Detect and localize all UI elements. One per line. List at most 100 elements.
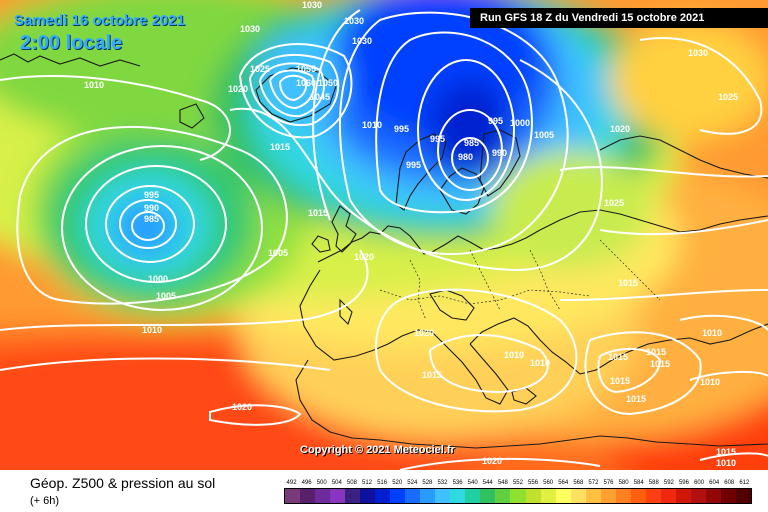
- isobar-label: 995: [406, 160, 421, 170]
- scale-swatch: [735, 489, 751, 503]
- scale-swatch: [615, 489, 631, 503]
- scale-label: 544: [482, 480, 493, 486]
- scale-swatch: [540, 489, 556, 503]
- scale-swatch: [360, 489, 376, 503]
- isobar-label: 1030: [240, 24, 260, 34]
- scale-colors: [284, 488, 752, 504]
- isobar-label: 990: [144, 203, 159, 213]
- scale-swatch: [585, 489, 601, 503]
- scale-label: 512: [362, 480, 373, 486]
- scale-label: 536: [452, 480, 463, 486]
- isobar-label: 1005: [534, 130, 554, 140]
- scale-label: 572: [588, 480, 599, 486]
- scale-label: 612: [739, 480, 750, 486]
- scale-label: 496: [301, 480, 312, 486]
- isobar-label: 995: [430, 134, 445, 144]
- scale-label: 508: [346, 480, 357, 486]
- scale-swatch: [525, 489, 541, 503]
- isobar-label: 1025: [250, 64, 270, 74]
- weather-map: 1030 1030 1030 1030 1010 1020 1025 1055 1060 1050…: [0, 0, 768, 470]
- scale-label: 516: [377, 480, 388, 486]
- isobar-label: 1005: [156, 291, 176, 301]
- map-canvas: 1030 1030 1030 1030 1010 1020 1025 1055 1060 1050…: [0, 0, 768, 470]
- scale-swatch: [630, 489, 646, 503]
- legend-footer: Géop. Z500 & pression au sol (+ 6h) 492 4…: [0, 470, 768, 512]
- isobar-label: 1020: [414, 328, 434, 338]
- isobar-label: 1010: [362, 120, 382, 130]
- scale-swatch: [375, 489, 391, 503]
- isobar-label: 980: [458, 152, 473, 162]
- isobar-label: 985: [144, 214, 159, 224]
- isobar-label: 1045: [310, 92, 330, 102]
- scale-label: 596: [678, 480, 689, 486]
- isobar-label: 1025: [718, 92, 738, 102]
- isobar-label: 1030: [688, 48, 708, 58]
- map-subtitle: (+ 6h): [30, 495, 60, 507]
- isobar-label: 1010: [142, 325, 162, 335]
- isobar-label: 1060: [296, 78, 316, 88]
- model-run-label: Run GFS 18 Z du Vendredi 15 octobre 2021: [470, 8, 768, 28]
- isobar-label: 1055: [296, 64, 316, 74]
- scale-swatch: [420, 489, 436, 503]
- scale-label: 524: [407, 480, 418, 486]
- scale-label: 540: [467, 480, 478, 486]
- isobar-label: 995: [144, 190, 159, 200]
- scale-swatch: [450, 489, 466, 503]
- scale-label: 520: [392, 480, 403, 486]
- isobar-label: 1015: [308, 208, 328, 218]
- scale-swatch: [345, 489, 361, 503]
- isobar-label: 1015: [422, 370, 442, 380]
- scale-swatch: [285, 489, 301, 503]
- scale-swatch: [660, 489, 676, 503]
- isobar-label: 1015: [650, 359, 670, 369]
- isobar-label: 1030: [344, 16, 364, 26]
- scale-label: 568: [573, 480, 584, 486]
- scale-swatch: [405, 489, 421, 503]
- scale-swatch: [690, 489, 706, 503]
- isobar-labels: 1030 1030 1030 1030 1010 1020 1025 1055 1060 1050…: [84, 0, 738, 468]
- isobar-label: 1010: [84, 80, 104, 90]
- isobar-label: 1015: [626, 394, 646, 404]
- isobar-label: 1010: [530, 358, 550, 368]
- isobar-label: 1020: [482, 456, 502, 466]
- isobar-label: 1020: [232, 402, 252, 412]
- scale-swatch: [300, 489, 316, 503]
- scale-label: 556: [528, 480, 539, 486]
- scale-swatch: [315, 489, 331, 503]
- isobar-label: 1015: [270, 142, 290, 152]
- scale-label: 588: [648, 480, 659, 486]
- scale-label: 532: [437, 480, 448, 486]
- scale-swatch: [480, 489, 496, 503]
- isobar-label: 1015: [716, 447, 736, 457]
- color-scale: 492 496 500 504 508 512 516 520 524 528 532 536 540 5…: [284, 478, 752, 506]
- scale-label: 576: [603, 480, 614, 486]
- isobar-label: 1000: [510, 118, 530, 128]
- scale-label: 528: [422, 480, 433, 486]
- isobar-label: 1030: [302, 0, 322, 10]
- isobar-label: 1015: [618, 278, 638, 288]
- map-title: Géop. Z500 & pression au sol: [30, 475, 216, 491]
- isobar-lines: [0, 9, 768, 470]
- scale-label: 552: [512, 480, 523, 486]
- scale-label: 604: [709, 480, 720, 486]
- isobar-label: 1025: [604, 198, 624, 208]
- scale-label: 608: [724, 480, 735, 486]
- scale-swatch: [495, 489, 511, 503]
- isobar-label: 1005: [268, 248, 288, 258]
- isobar-label: 1020: [354, 252, 374, 262]
- geopotential-field: [0, 0, 768, 470]
- scale-label: 548: [497, 480, 508, 486]
- isobar-label: 1010: [700, 377, 720, 387]
- scale-swatch: [390, 489, 406, 503]
- borders: [379, 239, 661, 321]
- isobar-label: 1000: [148, 274, 168, 284]
- scale-label: 564: [558, 480, 569, 486]
- scale-labels: 492 496 500 504 508 512 516 520 524 528 532 536 540 5…: [284, 478, 752, 488]
- isobar-label: 1050: [318, 78, 338, 88]
- scale-label: 600: [694, 480, 705, 486]
- isobar-label: 1010: [504, 350, 524, 360]
- isobar-label: 985: [464, 138, 479, 148]
- forecast-date: Samedi 16 octobre 2021: [14, 12, 185, 29]
- isobar-label: 1020: [610, 124, 630, 134]
- isobar-label: 1030: [352, 36, 372, 46]
